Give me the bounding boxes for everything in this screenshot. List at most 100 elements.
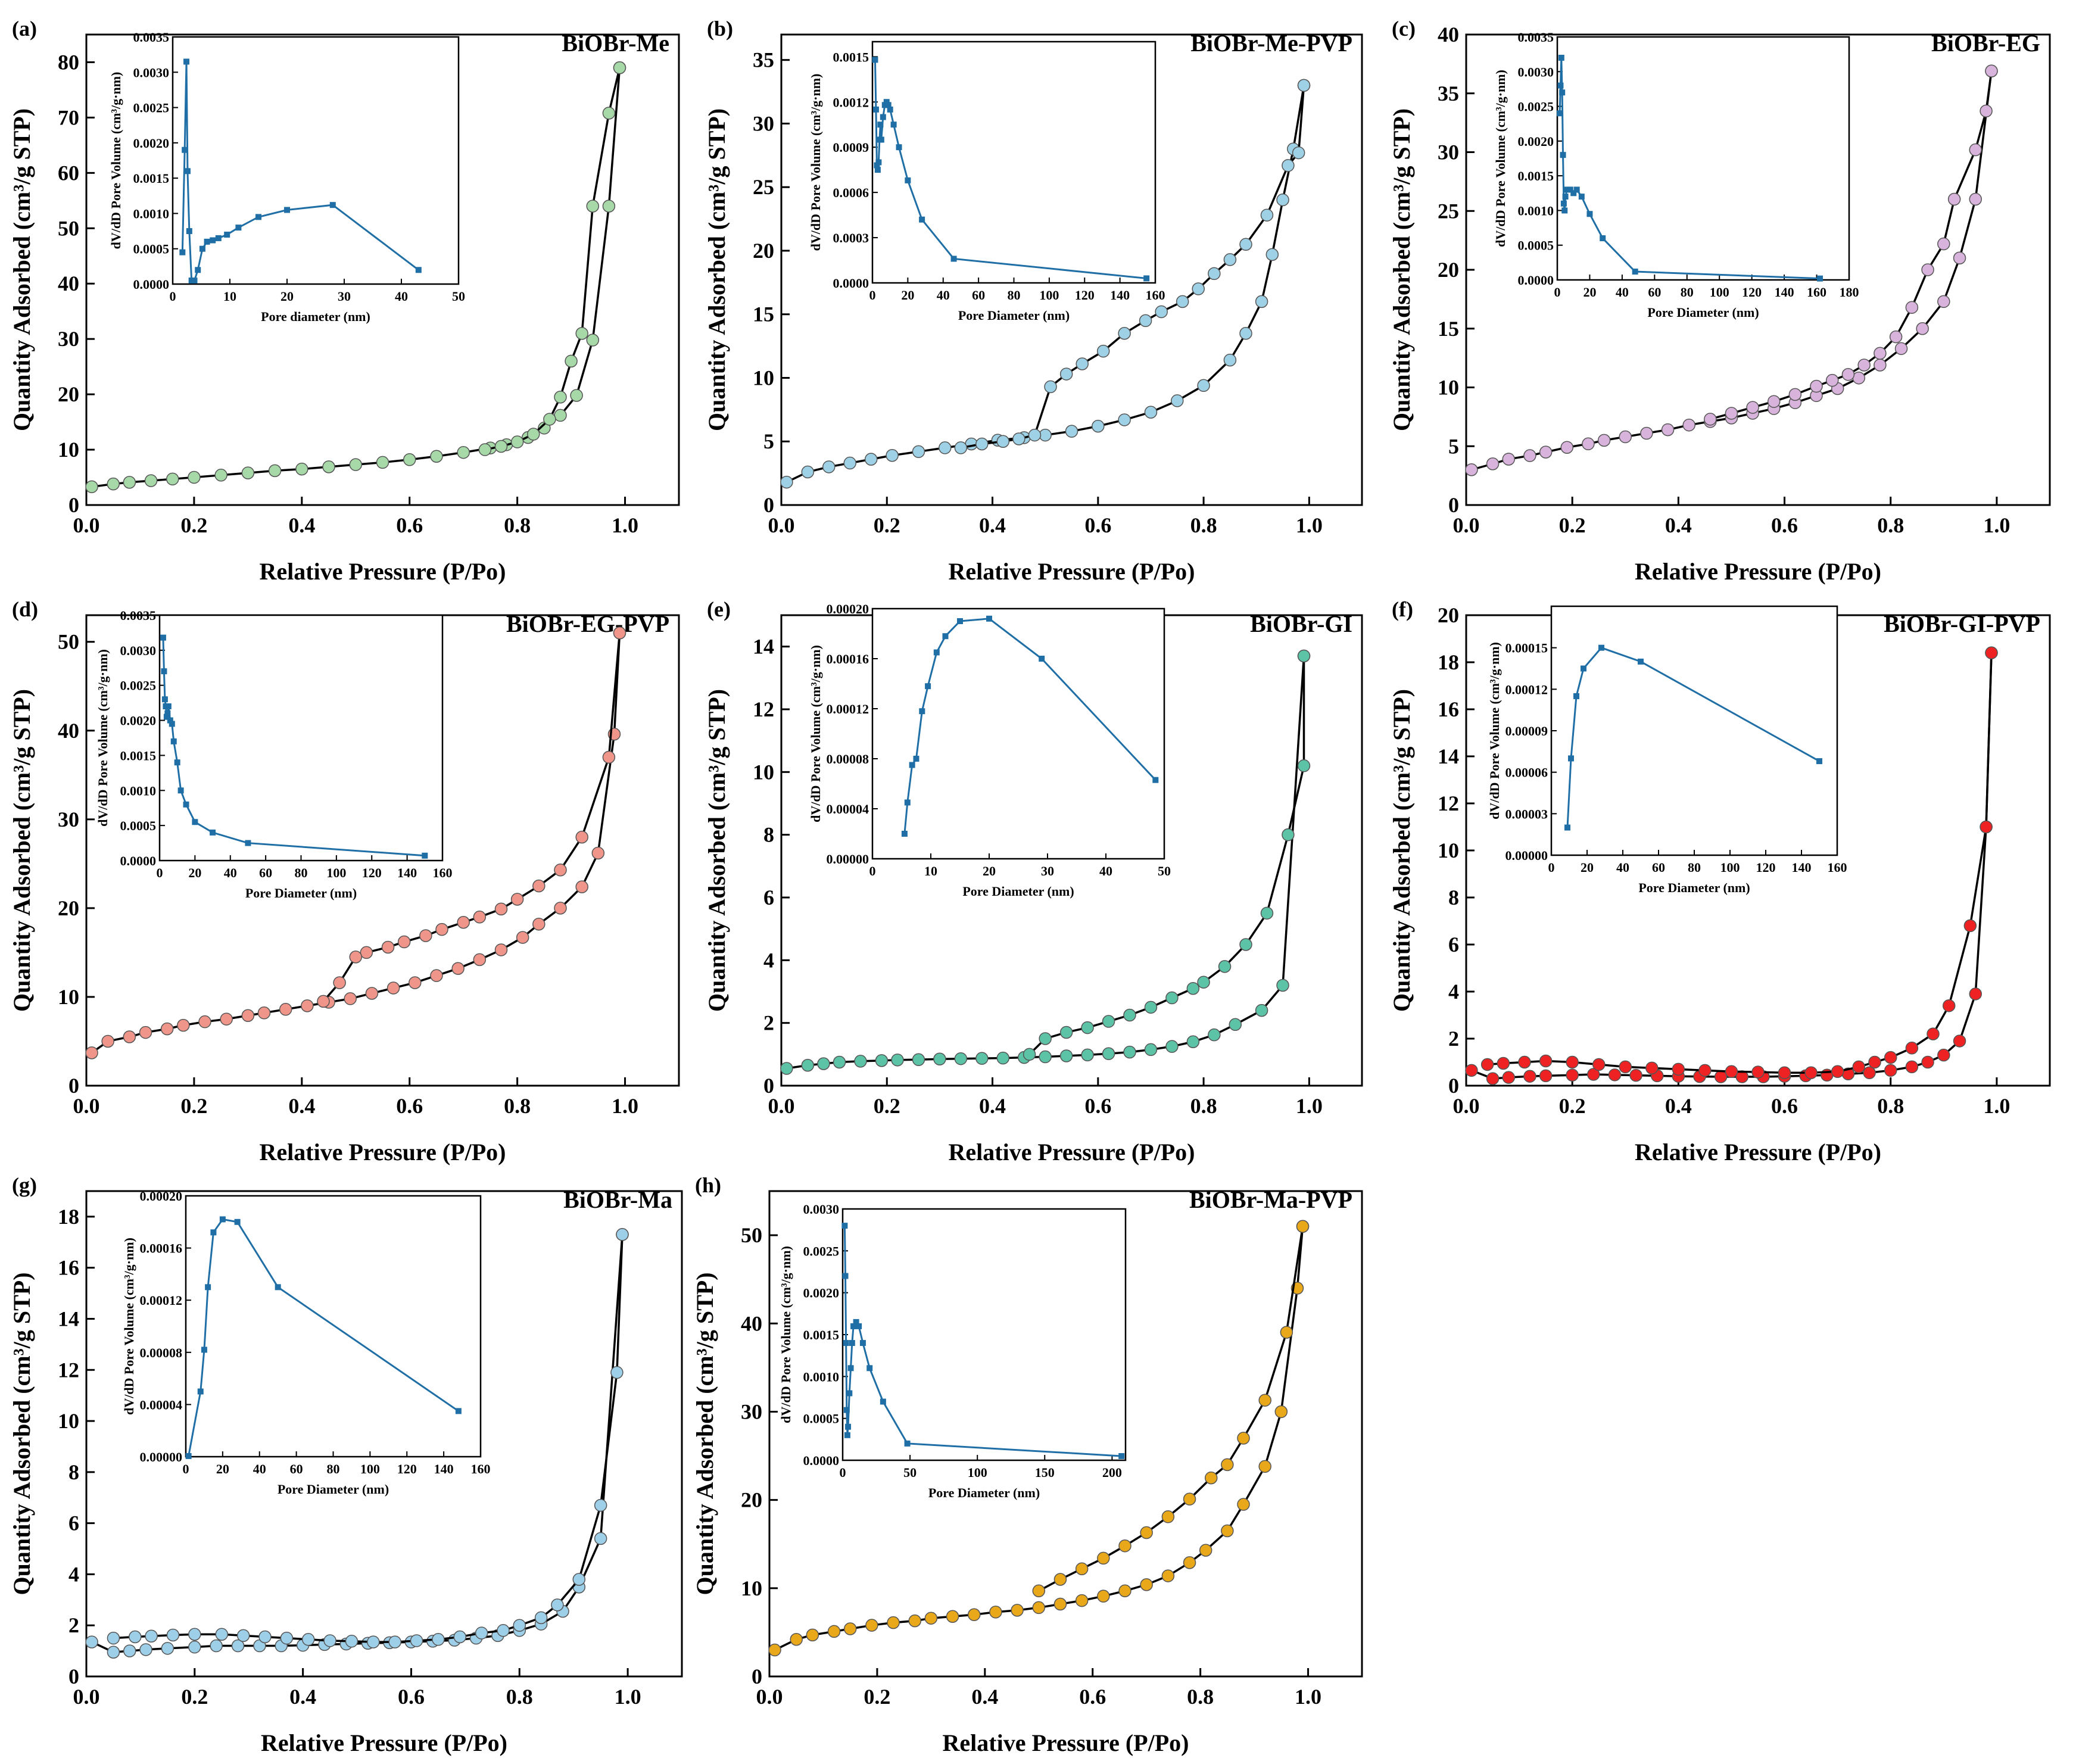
inset-data-point — [1600, 235, 1606, 242]
x-tick-label: 1.0 — [612, 1094, 638, 1118]
inset-x-axis-label: Pore Diameter (nm) — [958, 308, 1070, 323]
data-point — [1608, 1068, 1622, 1082]
data-point — [1297, 79, 1311, 92]
data-point — [1192, 282, 1205, 295]
x-tick-label: 0.6 — [1079, 1685, 1106, 1709]
data-point — [1118, 1584, 1131, 1598]
inset-chart: 0 10 20 30 40 50 0.00000 0.00004 0.00008 0.00012 0… — [808, 601, 1171, 899]
y-tick-label: 2 — [763, 1011, 774, 1035]
isotherm-line-adsorption — [774, 1226, 1304, 1651]
data-point — [1044, 380, 1057, 394]
inset-data-point — [844, 1432, 850, 1438]
data-point — [1889, 330, 1903, 344]
data-point — [1969, 192, 1983, 206]
inset-x-axis-label: Pore Diameter (nm) — [1647, 305, 1759, 320]
inset-y-tick-label: 0.00000 — [140, 1450, 183, 1464]
data-point — [1937, 1048, 1950, 1062]
inset-data-point — [191, 278, 198, 284]
inset-frame — [158, 614, 444, 862]
data-point — [1059, 1026, 1073, 1039]
inset-data-point — [1561, 207, 1568, 214]
inset-data-point — [1816, 758, 1822, 765]
data-point — [1767, 395, 1781, 408]
inset-y-tick-label: 0.0030 — [120, 643, 157, 658]
data-point — [161, 1642, 174, 1655]
inset-data-point — [1817, 275, 1823, 282]
data-point — [1260, 208, 1274, 222]
x-tick-label: 0.2 — [180, 513, 207, 537]
data-point — [1011, 1604, 1024, 1617]
inset-y-tick-label: 0.0003 — [833, 230, 869, 245]
data-point — [1171, 394, 1184, 407]
data-point — [451, 962, 465, 975]
y-tick-label: 40 — [741, 1311, 762, 1335]
data-point — [1161, 1510, 1175, 1523]
inset-x-tick-label: 50 — [903, 1465, 917, 1480]
data-point — [1857, 359, 1871, 372]
data-point — [1144, 1001, 1158, 1014]
y-tick-label: 15 — [753, 303, 774, 326]
data-point — [827, 1625, 841, 1638]
inset-x-tick-label: 120 — [1756, 860, 1776, 875]
data-point — [1592, 1058, 1606, 1071]
y-tick-label: 20 — [1438, 603, 1459, 627]
inset-y-tick-label: 0.00006 — [1505, 765, 1548, 780]
data-point — [257, 1006, 271, 1020]
data-point — [241, 466, 255, 479]
chart-panel-7: 0.0 0.2 0.4 0.6 0.8 1.0 0 2 4 6 8 10 12 14 16 18 Relativ… — [8, 1173, 683, 1756]
inset-data-point — [843, 1407, 850, 1413]
y-tick-label: 4 — [763, 948, 774, 972]
inset-chart: 0 20 40 60 80 100 120 140 160 180 0.0000 0.0005 0.00… — [1493, 30, 1859, 320]
x-tick-label: 0.4 — [1665, 513, 1692, 537]
data-point — [554, 864, 567, 877]
inset-data-point — [1573, 693, 1579, 699]
inset-data-point — [849, 1340, 855, 1347]
y-tick-label: 35 — [1438, 82, 1459, 105]
y-tick-label: 14 — [753, 635, 774, 659]
inset-data-point — [183, 58, 190, 65]
inset-x-tick-label: 140 — [397, 865, 417, 880]
data-point — [833, 1055, 846, 1069]
inset-data-point — [169, 721, 175, 727]
inset-data-point — [874, 167, 881, 173]
y-tick-label: 2 — [68, 1613, 79, 1637]
x-tick-label: 0.8 — [506, 1685, 533, 1709]
inset-data-point — [1586, 211, 1593, 217]
inset-x-tick-label: 20 — [1581, 860, 1594, 875]
inset-data-point — [1638, 658, 1644, 665]
data-point — [1260, 906, 1274, 920]
data-point — [1239, 327, 1252, 340]
x-tick-label: 0.0 — [1453, 513, 1480, 537]
chart-title: BiOBr-GI-PVP — [1884, 610, 2040, 637]
inset-y-tick-label: 0.00020 — [140, 1189, 183, 1204]
data-point — [317, 995, 330, 1008]
data-point — [1518, 1055, 1531, 1069]
inset-data-point — [883, 99, 890, 105]
inset-x-tick-label: 30 — [338, 289, 351, 304]
data-point — [908, 1614, 921, 1628]
y-tick-label: 30 — [741, 1400, 762, 1423]
data-point — [1804, 1066, 1818, 1080]
inset-y-tick-label: 0.0005 — [133, 242, 170, 257]
inset-data-point — [847, 1365, 854, 1372]
y-tick-label: 30 — [1438, 141, 1459, 164]
inset-y-tick-label: 0.0005 — [1518, 238, 1554, 253]
data-point — [279, 1003, 292, 1016]
inset-data-point — [1578, 194, 1585, 200]
inset-data-point — [1562, 194, 1569, 200]
data-point — [123, 476, 136, 489]
inset-x-tick-label: 0 — [157, 865, 163, 880]
inset-data-point — [422, 852, 428, 859]
inset-x-tick-label: 140 — [434, 1461, 454, 1476]
inset-x-tick-label: 0 — [869, 288, 876, 303]
x-tick-label: 0.4 — [971, 1685, 998, 1709]
data-point — [817, 1057, 830, 1070]
x-tick-label: 0.0 — [73, 1094, 100, 1118]
inset-data-point — [284, 207, 290, 213]
inset-frame — [871, 607, 1165, 860]
isotherm-line-desorption — [1028, 656, 1305, 1055]
data-point — [1204, 1471, 1218, 1485]
data-point — [554, 409, 567, 422]
data-point — [139, 1026, 152, 1039]
data-point — [333, 976, 346, 989]
